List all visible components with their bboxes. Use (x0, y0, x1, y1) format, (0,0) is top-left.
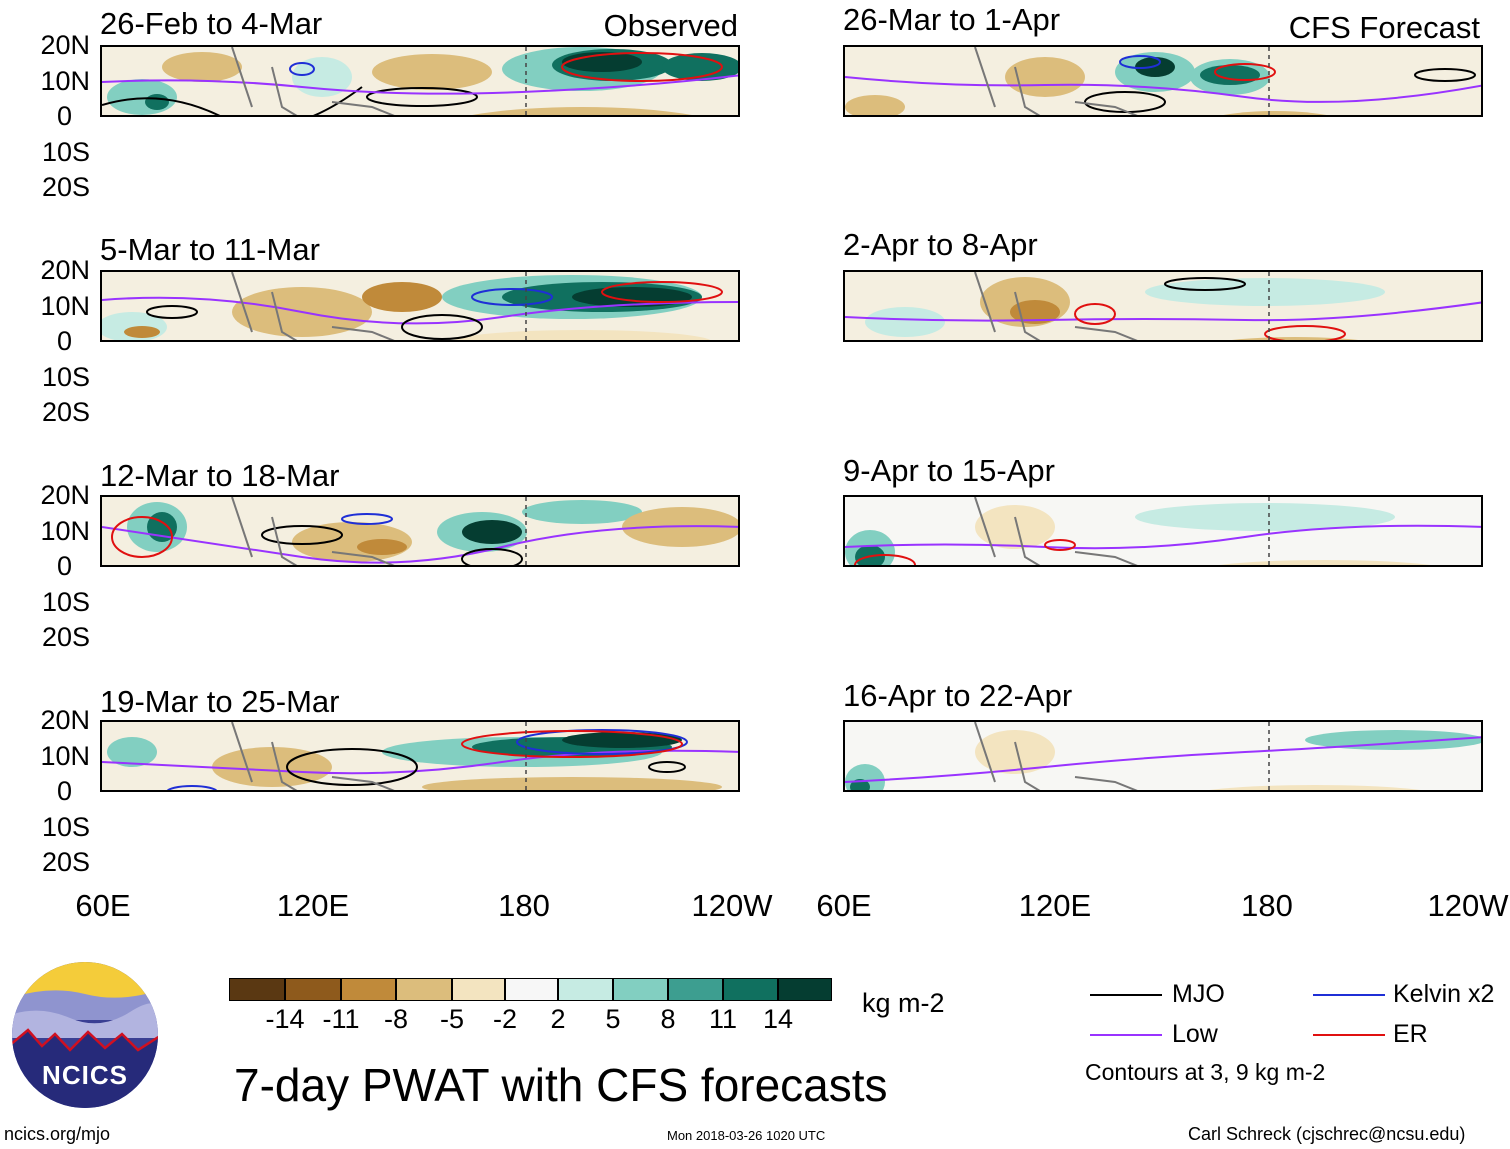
map-panel (100, 45, 740, 117)
panel-label-forecast: CFS Forecast (1288, 10, 1480, 45)
xtick-label: 60E (75, 888, 131, 923)
legend-label-mjo: MJO (1172, 980, 1225, 1008)
ytick-label: 20S (41, 847, 90, 877)
colorbar-label: -2 (492, 1004, 518, 1034)
logo-graphic (12, 962, 158, 1108)
ytick-label: 20N (40, 705, 90, 735)
panel-title: 2-Apr to 8-Apr (843, 227, 1038, 262)
colorbar-swatch (229, 978, 285, 1001)
footer-timestamp: Mon 2018-03-26 1020 UTC (667, 1128, 826, 1143)
legend-line-er (1313, 1034, 1385, 1036)
map-panel (843, 495, 1483, 567)
map-panel (843, 45, 1483, 117)
panel-title: 9-Apr to 15-Apr (843, 453, 1055, 488)
xtick-label: 120W (1427, 888, 1509, 923)
footer-url[interactable]: ncics.org/mjo (4, 1124, 111, 1144)
colorbar-swatch (452, 978, 505, 1001)
pwat-map (102, 47, 738, 115)
colorbar-label: 5 (605, 1004, 621, 1034)
panel-title: 26-Mar to 1-Apr (843, 2, 1061, 37)
colorbar-label: -5 (439, 1004, 465, 1034)
map-panel (843, 270, 1483, 342)
xtick-label: 180 (1241, 888, 1293, 923)
ytick-label: 0 (56, 776, 72, 806)
pwat-map (102, 722, 738, 790)
pwat-map (102, 497, 738, 565)
ytick-label: 20N (40, 480, 90, 510)
ytick-label: 10N (40, 291, 90, 321)
xtick-label: 120W (691, 888, 773, 923)
ytick-label: 0 (56, 551, 72, 581)
pwat-map (845, 272, 1481, 340)
map-panel (100, 270, 740, 342)
legend-label-kelvin: Kelvin x2 (1393, 980, 1495, 1008)
legend-line-mjo (1090, 994, 1162, 996)
panel-title: 26-Feb to 4-Mar (100, 6, 323, 41)
colorbar-label: -11 (322, 1004, 360, 1034)
ytick-label: 20N (40, 255, 90, 285)
colorbar-swatch (723, 978, 778, 1001)
legend-label-low: Low (1172, 1020, 1218, 1048)
legend-contours-note: Contours at 3, 9 kg m-2 (1085, 1059, 1326, 1085)
ytick-label: 20S (41, 622, 90, 652)
ytick-label: 0 (56, 326, 72, 356)
ytick-label: 10S (41, 137, 90, 167)
pwat-map (845, 722, 1481, 790)
ytick-label: 10N (40, 516, 90, 546)
pwat-map (102, 272, 738, 340)
colorbar-units: kg m-2 (862, 988, 945, 1018)
panel-title: 19-Mar to 25-Mar (100, 684, 340, 719)
xtick-label: 120E (276, 888, 350, 923)
colorbar-swatch (778, 978, 832, 1001)
ytick-label: 10N (40, 741, 90, 771)
colorbar-swatch (285, 978, 341, 1001)
xtick-label: 60E (816, 888, 872, 923)
colorbar-label: 11 (708, 1004, 738, 1034)
colorbar-swatch (341, 978, 396, 1001)
ytick-label: 20N (40, 30, 90, 60)
map-panel (100, 720, 740, 792)
ytick-label: 20S (41, 397, 90, 427)
ytick-label: 0 (56, 101, 72, 131)
colorbar-swatch (613, 978, 668, 1001)
ytick-label: 10S (41, 362, 90, 392)
pwat-map (845, 47, 1481, 115)
logo-text: NCICS (42, 1060, 128, 1090)
colorbar-label: -8 (383, 1004, 409, 1034)
xtick-label: 120E (1018, 888, 1092, 923)
ytick-label: 10S (41, 587, 90, 617)
legend-line-low (1090, 1034, 1162, 1036)
figure-title: 7-day PWAT with CFS forecasts (234, 1059, 888, 1111)
panel-title: 16-Apr to 22-Apr (843, 678, 1073, 713)
xtick-label: 180 (498, 888, 550, 923)
colorbar-swatch (558, 978, 613, 1001)
ytick-label: 10N (40, 66, 90, 96)
map-panel (100, 495, 740, 567)
pwat-map (845, 497, 1481, 565)
colorbar-swatch (396, 978, 452, 1001)
colorbar-label: 2 (550, 1004, 566, 1034)
legend-line-kelvin (1313, 994, 1385, 996)
colorbar-swatch (668, 978, 723, 1001)
ytick-label: 10S (41, 812, 90, 842)
ncics-logo: NCICS (10, 960, 160, 1110)
panel-title: 12-Mar to 18-Mar (100, 458, 340, 493)
map-panel (843, 720, 1483, 792)
colorbar-label: 8 (660, 1004, 676, 1034)
panel-label-observed: Observed (603, 8, 738, 43)
colorbar-label: -14 (265, 1004, 305, 1034)
legend-label-er: ER (1393, 1020, 1428, 1048)
ytick-label: 20S (41, 172, 90, 202)
colorbar-swatch (505, 978, 558, 1001)
footer-author: Carl Schreck (cjschrec@ncsu.edu) (1188, 1124, 1466, 1144)
panel-title: 5-Mar to 11-Mar (100, 232, 320, 267)
colorbar-label: 14 (762, 1004, 794, 1034)
